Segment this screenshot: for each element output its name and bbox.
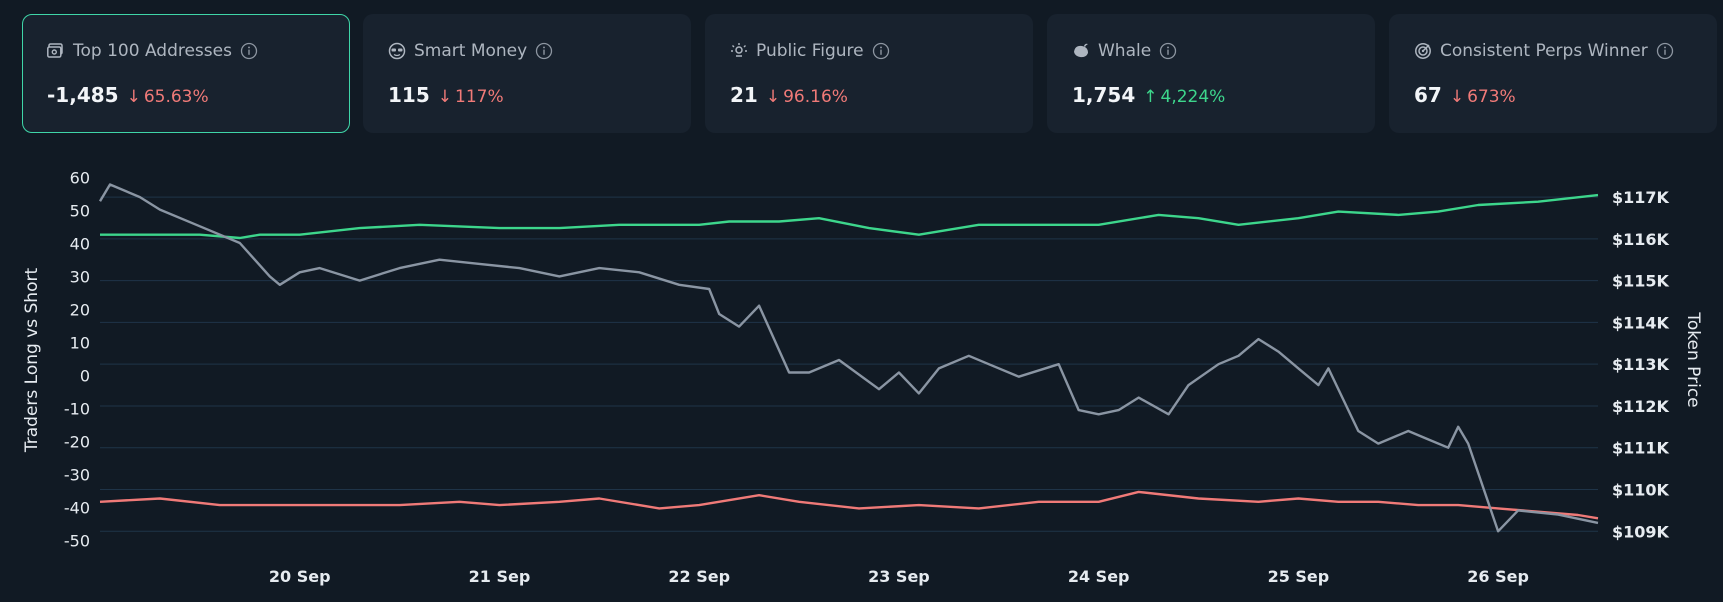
card-title: Public Figure: [756, 41, 864, 61]
card-title: Consistent Perps Winner: [1440, 41, 1648, 61]
whale-icon: [1072, 42, 1090, 60]
y-tick-label: 60: [70, 169, 90, 188]
info-icon[interactable]: [1159, 42, 1177, 60]
card-smart-money[interactable]: Smart Money 115 ↓ 117%: [363, 14, 691, 133]
info-icon[interactable]: [240, 42, 258, 60]
card-value-row: 115 ↓ 117%: [388, 83, 504, 107]
card-title: Whale: [1098, 41, 1152, 61]
target-icon: [1414, 42, 1432, 60]
card-value: 1,754: [1072, 83, 1136, 107]
card-value-row: -1,485 ↓ 65.63%: [47, 83, 209, 107]
card-public-figure[interactable]: Public Figure 21 ↓ 96.16%: [705, 14, 1033, 133]
x-tick-label: 21 Sep: [469, 567, 531, 586]
y2-tick-label: $113K: [1612, 355, 1670, 374]
x-tick-label: 25 Sep: [1268, 567, 1330, 586]
filter-cards: Top 100 Addresses -1,485 ↓ 65.63% Smart Mone…: [22, 14, 1717, 134]
y2-tick-label: $115K: [1612, 272, 1670, 291]
arrow-up-icon: ↑: [1143, 87, 1158, 107]
card-consistent-perps-winner[interactable]: Consistent Perps Winner 67 ↓ 673%: [1389, 14, 1717, 133]
card-title: Smart Money: [414, 41, 528, 61]
card-whale[interactable]: Whale 1,754 ↑ 4,224%: [1047, 14, 1375, 133]
x-tick-label: 22 Sep: [668, 567, 730, 586]
series-line-price: [98, 183, 1599, 533]
x-tick-label: 24 Sep: [1068, 567, 1130, 586]
money-icon: [47, 42, 65, 60]
y-tick-label: 0: [80, 366, 90, 385]
series-line-long: [100, 193, 1599, 240]
card-value-row: 1,754 ↑ 4,224%: [1072, 83, 1225, 107]
traders-long-short-chart: 60 50 40 30 20 10 0 -10 -20 -30 -40 -50 $117K $116K $1…: [22, 169, 1703, 586]
y-tick-label: 20: [70, 301, 90, 320]
card-header: Whale: [1072, 41, 1177, 61]
info-icon[interactable]: [872, 42, 890, 60]
card-change: ↓ 65.63%: [127, 87, 209, 107]
arrow-down-icon: ↓: [126, 87, 141, 107]
card-header: Public Figure: [730, 41, 890, 61]
card-title: Top 100 Addresses: [73, 41, 232, 61]
card-value: 21: [730, 83, 758, 107]
card-value: -1,485: [47, 83, 119, 107]
x-tick-label: 20 Sep: [269, 567, 331, 586]
card-change-value: 673%: [1467, 87, 1516, 107]
arrow-down-icon: ↓: [437, 87, 452, 107]
y-tick-label: -40: [64, 498, 90, 517]
y-tick-label: -20: [64, 432, 90, 451]
sunglasses-icon: [388, 42, 406, 60]
y-tick-label: 10: [70, 334, 90, 353]
card-change-value: 4,224%: [1160, 87, 1226, 107]
card-value-row: 21 ↓ 96.16%: [730, 83, 848, 107]
y-axis-title: Traders Long vs Short: [22, 268, 42, 454]
series-line-short: [99, 490, 1599, 520]
card-header: Smart Money: [388, 41, 553, 61]
y-tick-label: -30: [64, 465, 90, 484]
info-icon[interactable]: [535, 42, 553, 60]
y2-tick-label: $117K: [1612, 188, 1670, 207]
card-change: ↑ 4,224%: [1143, 87, 1225, 107]
card-change: ↓ 117%: [438, 87, 504, 107]
y2-axis-title: Token Price: [1683, 311, 1703, 407]
card-change-value: 96.16%: [783, 87, 848, 107]
y-tick-label: 50: [70, 202, 90, 221]
y2-tick-label: $110K: [1612, 481, 1670, 500]
card-top-100-addresses[interactable]: Top 100 Addresses -1,485 ↓ 65.63%: [22, 14, 350, 133]
card-change: ↓ 673%: [1450, 87, 1516, 107]
card-value-row: 67 ↓ 673%: [1414, 83, 1516, 107]
card-value: 67: [1414, 83, 1442, 107]
spotlight-icon: [730, 42, 748, 60]
x-tick-label: 26 Sep: [1467, 567, 1529, 586]
y2-tick-label: $109K: [1612, 522, 1670, 541]
y-tick-label: -50: [64, 531, 90, 550]
y2-tick-label: $112K: [1612, 397, 1670, 416]
info-icon[interactable]: [1656, 42, 1674, 60]
card-change-value: 117%: [455, 87, 504, 107]
y2-tick-label: $111K: [1612, 439, 1670, 458]
card-header: Consistent Perps Winner: [1414, 41, 1674, 61]
arrow-down-icon: ↓: [1449, 87, 1465, 107]
card-value: 115: [388, 83, 430, 107]
card-change: ↓ 96.16%: [766, 87, 848, 107]
arrow-down-icon: ↓: [765, 87, 781, 107]
y-tick-label: 30: [70, 268, 90, 287]
card-header: Top 100 Addresses: [47, 41, 258, 61]
y-tick-label: 40: [70, 235, 90, 254]
y2-tick-label: $116K: [1612, 230, 1670, 249]
x-tick-label: 23 Sep: [868, 567, 930, 586]
y-tick-label: -10: [64, 399, 90, 418]
y2-tick-label: $114K: [1612, 313, 1670, 332]
card-change-value: 65.63%: [143, 87, 209, 107]
